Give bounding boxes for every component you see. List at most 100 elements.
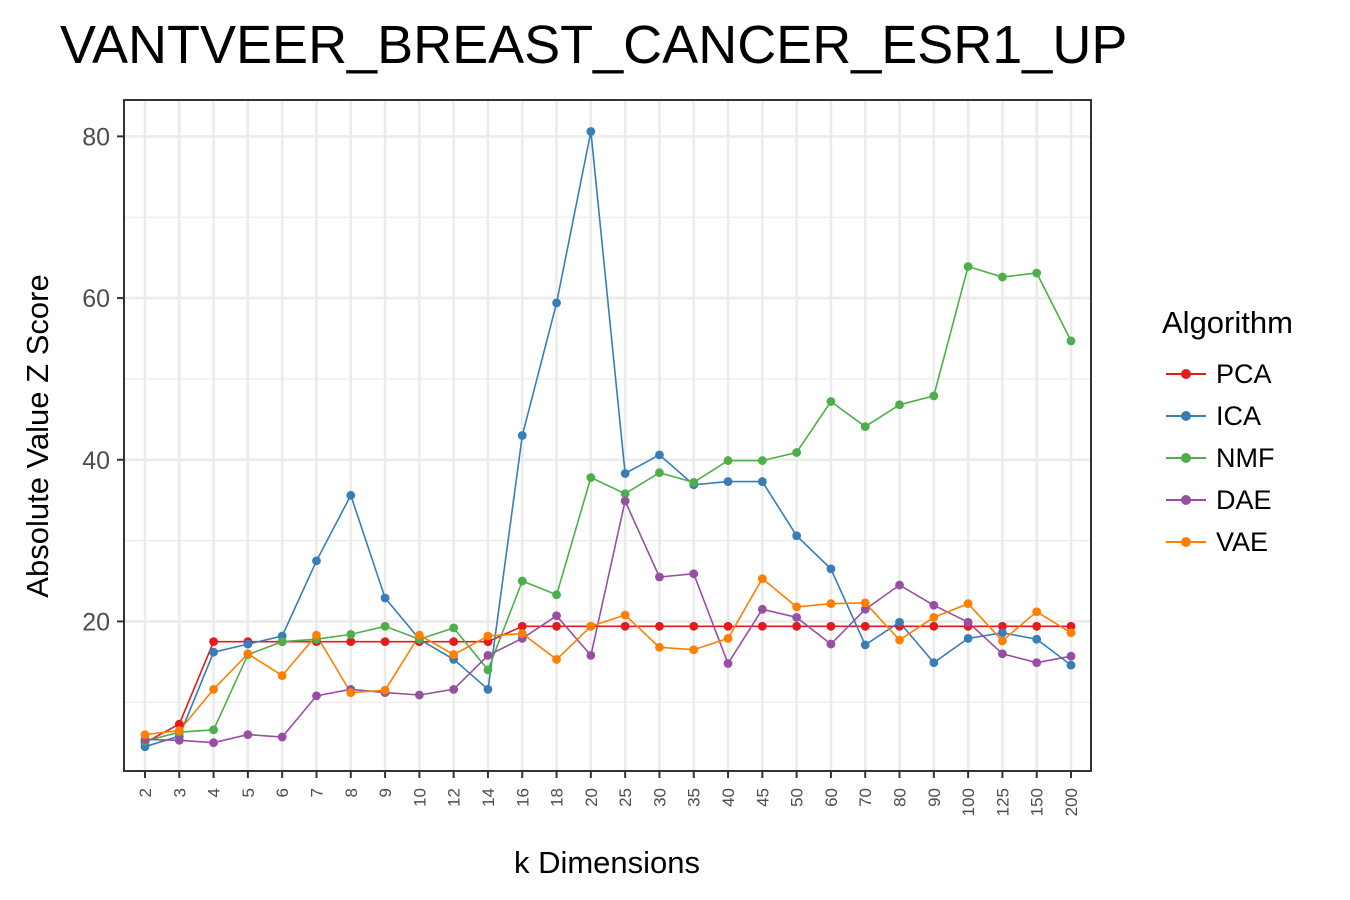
data-point-nmf — [998, 272, 1007, 282]
x-tick-label: 3 — [170, 788, 189, 797]
data-point-nmf — [860, 422, 870, 432]
data-point-pca — [517, 621, 527, 631]
data-point-dae — [1032, 658, 1042, 668]
data-point-vae — [1032, 607, 1042, 617]
x-tick-label: 125 — [993, 788, 1012, 816]
data-point-pca — [860, 621, 870, 631]
x-tick-label: 18 — [548, 788, 567, 807]
data-point-nmf — [689, 477, 699, 487]
data-point-nmf — [380, 621, 390, 631]
data-point-dae — [689, 569, 699, 579]
data-point-nmf — [963, 262, 973, 271]
data-point-dae — [312, 691, 321, 701]
series-line-dae — [144, 498, 1072, 744]
legend-key-pca — [1162, 364, 1210, 384]
x-tick-label: 10 — [410, 788, 429, 807]
data-point-dae — [174, 735, 184, 745]
legend: Algorithm PCA ICA NMF DAE VAE — [1162, 305, 1293, 563]
legend-key-ica — [1162, 406, 1210, 426]
data-point-vae — [517, 629, 527, 638]
data-point-ica — [826, 564, 836, 574]
data-point-dae — [209, 738, 218, 748]
data-point-ica — [586, 127, 596, 136]
data-point-vae — [689, 645, 699, 655]
legend-label: NMF — [1216, 442, 1275, 473]
y-tick-label: 60 — [82, 285, 110, 313]
data-point-ica — [1066, 660, 1076, 670]
series-line-nmf — [144, 265, 1072, 742]
x-tick-label: 70 — [856, 788, 875, 807]
data-point-pca — [757, 621, 767, 631]
data-point-pca — [346, 637, 356, 647]
x-tick-label: 6 — [273, 788, 292, 797]
x-tick-label: 20 — [582, 788, 601, 807]
data-point-ica — [723, 477, 733, 486]
data-point-ica — [963, 634, 973, 643]
data-point-vae — [860, 598, 870, 608]
x-tick-label: 4 — [205, 788, 224, 797]
data-point-dae — [655, 572, 664, 582]
data-point-dae — [792, 612, 802, 622]
data-point-pca — [792, 621, 802, 631]
y-tick-label: 80 — [82, 123, 110, 151]
series-line-pca — [144, 625, 1071, 744]
data-point-ica — [895, 617, 904, 627]
x-tick-label: 80 — [891, 788, 910, 807]
series-line-ica — [144, 131, 1072, 748]
x-tick-label: 5 — [239, 788, 258, 797]
legend-label: VAE — [1216, 526, 1269, 557]
x-tick-label: 12 — [445, 788, 464, 807]
x-tick-label: 16 — [513, 788, 532, 807]
data-point-pca — [449, 637, 459, 647]
data-point-ica — [655, 450, 664, 460]
data-point-pca — [380, 637, 390, 647]
legend-key-nmf — [1162, 448, 1210, 468]
data-point-pca — [998, 621, 1007, 631]
data-point-ica — [517, 431, 527, 440]
data-point-pca — [209, 637, 218, 647]
data-point-pca — [620, 621, 630, 631]
x-tick-label: 9 — [376, 788, 395, 797]
data-point-dae — [483, 650, 493, 660]
data-point-vae — [243, 649, 253, 659]
data-point-ica — [929, 658, 939, 668]
data-point-nmf — [277, 637, 287, 647]
data-point-dae — [552, 611, 561, 621]
legend-label: DAE — [1216, 484, 1272, 515]
data-point-ica — [620, 469, 630, 478]
legend-item-dae: DAE — [1162, 479, 1293, 521]
legend-item-pca: PCA — [1162, 353, 1293, 395]
y-tick-label: 40 — [82, 447, 110, 475]
data-point-vae — [792, 602, 802, 612]
data-point-pca — [552, 621, 561, 631]
data-point-vae — [826, 599, 836, 609]
data-point-ica — [860, 640, 870, 650]
data-point-ica — [209, 647, 218, 657]
legend-item-vae: VAE — [1162, 521, 1293, 563]
data-point-nmf — [1066, 336, 1076, 346]
x-tick-label: 7 — [307, 788, 326, 797]
data-point-nmf — [757, 456, 767, 465]
data-point-ica — [243, 639, 253, 649]
x-tick-label: 40 — [719, 788, 738, 807]
data-point-ica — [483, 684, 493, 694]
x-axis-label: k Dimensions — [513, 845, 701, 880]
data-point-nmf — [517, 576, 527, 586]
data-point-dae — [586, 650, 596, 660]
data-point-ica — [346, 490, 356, 500]
data-point-vae — [1066, 628, 1076, 638]
data-point-vae — [209, 684, 218, 694]
data-point-dae — [277, 732, 287, 742]
data-point-dae — [757, 604, 767, 614]
data-point-pca — [1032, 621, 1042, 631]
data-point-dae — [414, 690, 424, 700]
data-point-nmf — [895, 400, 904, 410]
data-point-vae — [998, 636, 1007, 646]
data-point-dae — [963, 617, 973, 627]
legend-label: ICA — [1216, 400, 1262, 431]
data-point-dae — [860, 604, 870, 614]
x-tick-label: 90 — [925, 788, 944, 807]
data-point-vae — [380, 685, 390, 695]
data-point-vae — [757, 574, 767, 583]
